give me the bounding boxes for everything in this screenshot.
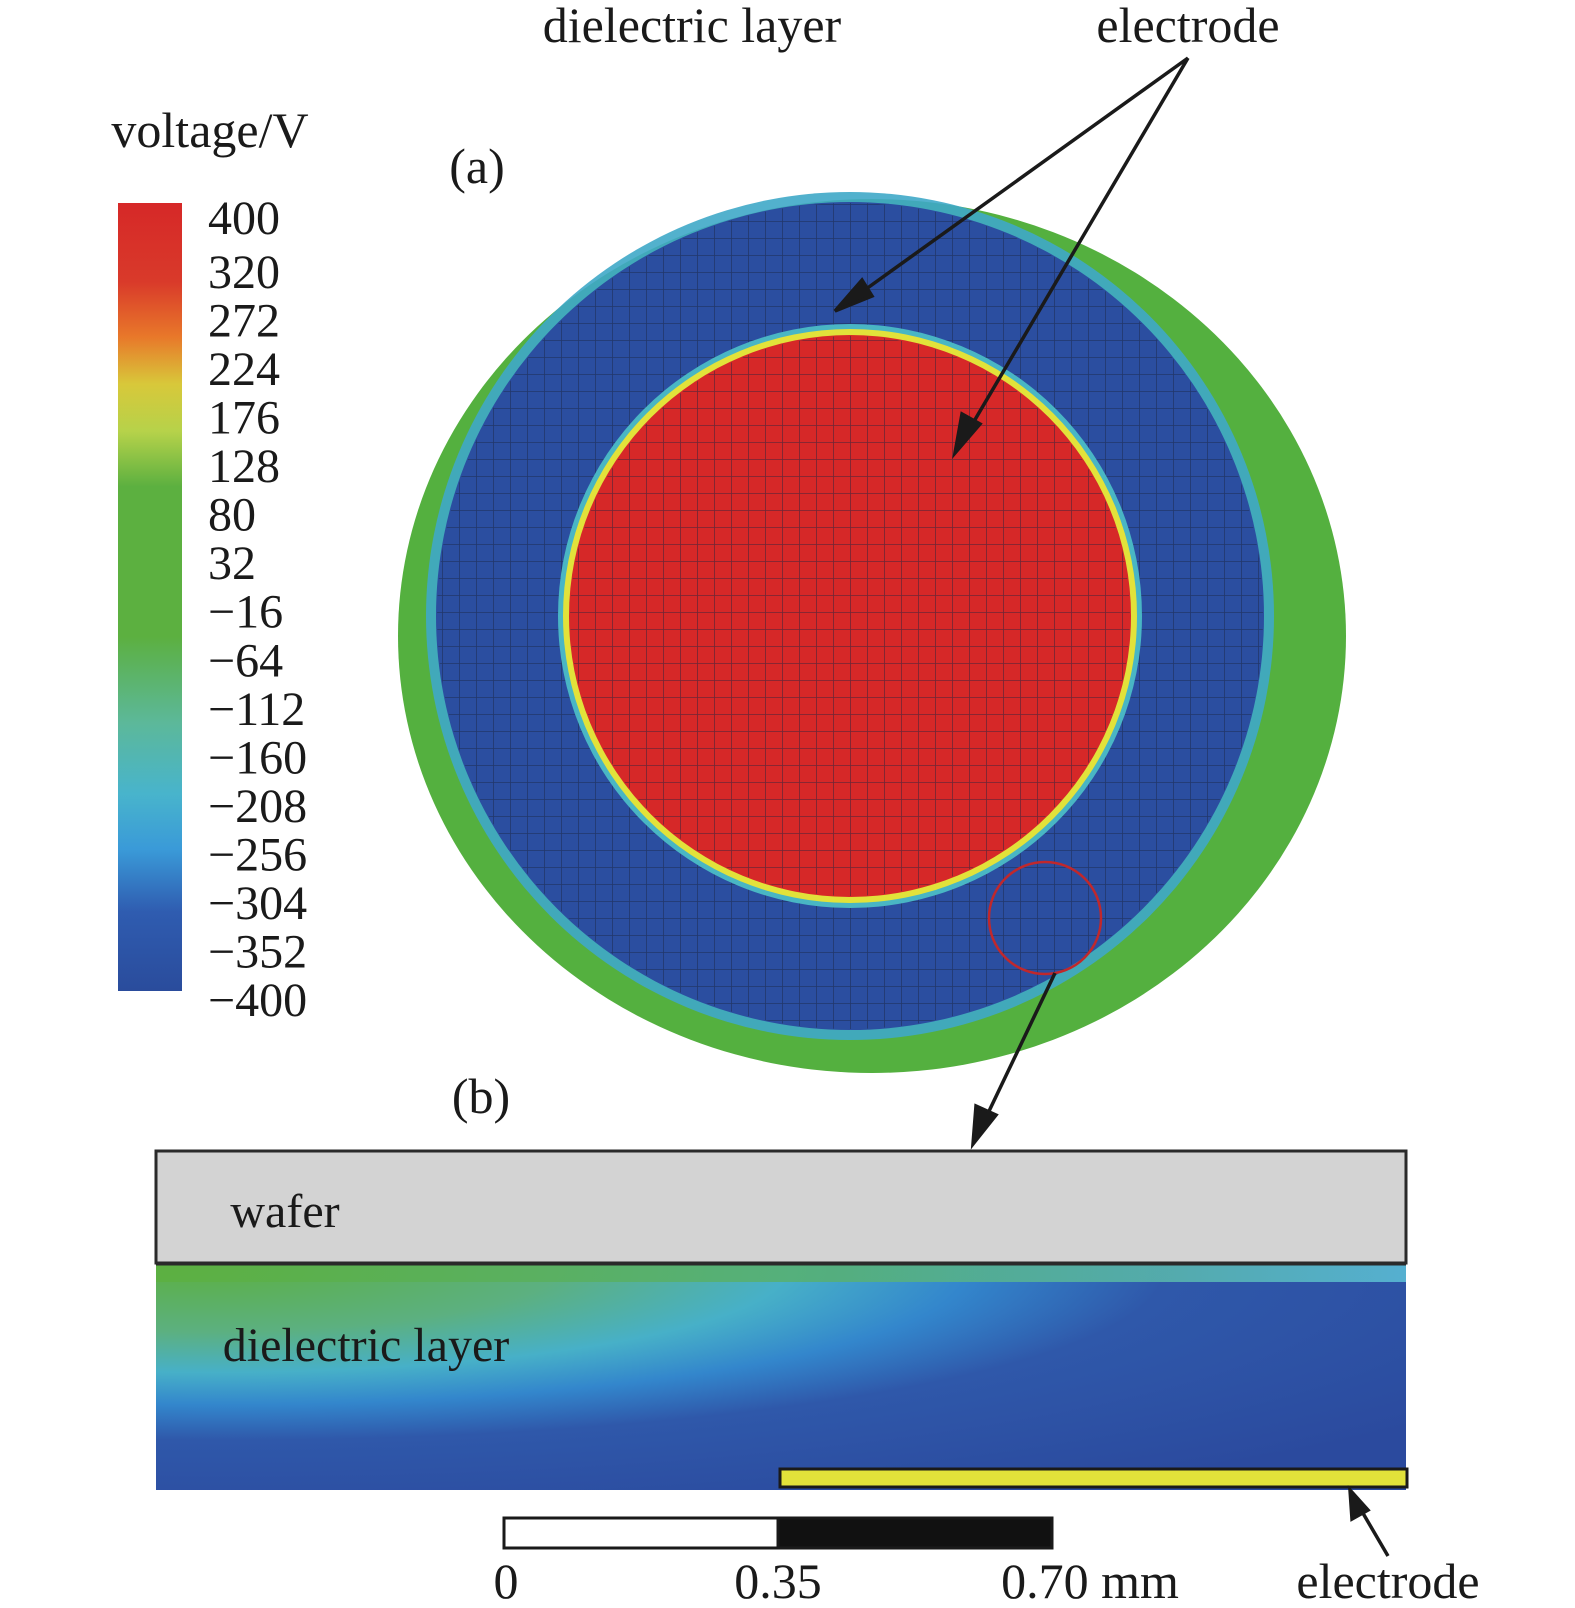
colorbar-tick-label: 176 — [208, 392, 280, 445]
bottom-electrode-label: electrode — [1296, 1553, 1479, 1608]
colorbar-tick-label: 80 — [208, 489, 256, 542]
electrode-pointer-arrows — [833, 56, 1190, 459]
dielectric-cross-section — [156, 1264, 1406, 1490]
panel-b-label: (b) — [452, 1068, 510, 1124]
scale-tick-2: 0.70 mm — [1001, 1553, 1179, 1608]
colorbar-tick-label: −64 — [208, 634, 283, 687]
bottom-electrode-arrow — [1347, 1485, 1390, 1557]
colorbar-tick-label: −16 — [208, 586, 283, 639]
colorbar-title: voltage/V — [111, 102, 308, 158]
electrode-plan-view — [398, 192, 1346, 1073]
wafer-layer — [154, 1149, 1408, 1265]
colorbar-tick-label: 272 — [208, 295, 280, 348]
cross-section-view: wafer dielectric layer — [154, 1149, 1409, 1490]
zoom-arrow — [970, 972, 1057, 1150]
scale-bar: 0 0.35 0.70 mm — [494, 1516, 1179, 1608]
colorbar-tick-label: −400 — [208, 974, 307, 1027]
colorbar-tick-label: −112 — [208, 683, 305, 736]
colorbar-tick-label: −352 — [208, 925, 307, 978]
colorbar-tick-label: −304 — [208, 877, 307, 930]
colorbar-ticks: 4003202722241761288032−16−64−112−160−208… — [208, 192, 307, 1027]
scale-tick-0: 0 — [494, 1553, 519, 1608]
top-dielectric-label: dielectric layer — [543, 0, 842, 53]
colorbar-tick-label: −160 — [208, 731, 307, 784]
electrode-strip — [778, 1467, 1409, 1489]
colorbar-tick-label: 128 — [208, 440, 280, 493]
highlight-circle — [987, 860, 1103, 976]
colorbar-gradient — [118, 203, 182, 991]
colorbar-tick-label: 400 — [208, 192, 280, 245]
colorbar-tick-label: 320 — [208, 246, 280, 299]
colorbar-tick-label: 224 — [208, 343, 280, 396]
dielectric-cross-section-label: dielectric layer — [223, 1319, 509, 1372]
colorbar-tick-label: −208 — [208, 780, 307, 833]
panel-a-label: (a) — [449, 138, 505, 194]
wafer-label: wafer — [230, 1185, 339, 1238]
scale-tick-1: 0.35 — [734, 1553, 822, 1608]
top-electrode-label: electrode — [1096, 0, 1279, 53]
colorbar-tick-label: 32 — [208, 537, 256, 590]
scale-bar-black-segment — [776, 1516, 1054, 1550]
scale-bar-white-segment — [502, 1516, 780, 1550]
colorbar-tick-label: −256 — [208, 828, 307, 881]
